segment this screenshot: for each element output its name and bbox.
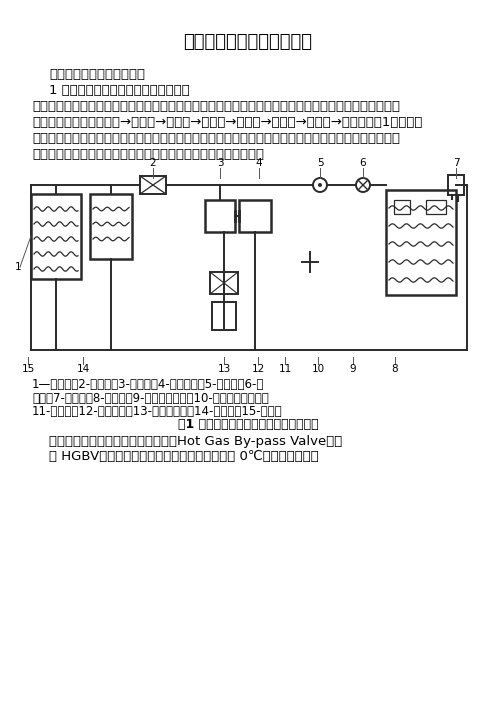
- Text: 2: 2: [150, 158, 156, 168]
- Bar: [426, 200, 446, 214]
- Text: 胀阀；7-蓄电池；8-恒温器；9-外平衡管接口；10-波纹管式恒温器；: 胀阀；7-蓄电池；8-恒温器；9-外平衡管接口；10-波纹管式恒温器；: [32, 392, 269, 404]
- Bar: [386, 190, 456, 295]
- Bar: [212, 302, 236, 330]
- Text: 11-蒸发器；12-外平衡管；13-热气旁通阀；14-储液器；15-冷凝器: 11-蒸发器；12-外平衡管；13-热气旁通阀；14-储液器；15-冷凝器: [32, 405, 283, 418]
- Text: 14: 14: [76, 364, 90, 374]
- Bar: [239, 200, 271, 232]
- Circle shape: [313, 178, 327, 192]
- Text: 8: 8: [392, 364, 398, 374]
- Circle shape: [356, 178, 370, 192]
- Bar: [394, 200, 410, 214]
- Bar: [210, 272, 238, 294]
- Text: 9: 9: [350, 364, 356, 374]
- Text: 在热气旁通阀控制式独立空调制冷系统中，制冷剂的循环和在一般空调中制冷剂的循环基本相同，即: 在热气旁通阀控制式独立空调制冷系统中，制冷剂的循环和在一般空调中制冷剂的循环基本…: [32, 100, 400, 113]
- Text: 13: 13: [217, 364, 231, 374]
- Text: 11: 11: [278, 364, 292, 374]
- Text: 5: 5: [316, 158, 323, 168]
- Text: 6: 6: [360, 158, 367, 168]
- Text: 两种大型客车空调制冷系统: 两种大型客车空调制冷系统: [184, 33, 312, 51]
- Text: 10: 10: [311, 364, 324, 374]
- Bar: [31, 194, 81, 279]
- Text: 1 热气旁通阀控制式独立空调制冷系统: 1 热气旁通阀控制式独立空调制冷系统: [49, 84, 190, 97]
- Text: 大，所以一般在冷凝器后还设置有过冷器，以进一步冷却制冷剂。: 大，所以一般在冷凝器后还设置有过冷器，以进一步冷却制冷剂。: [32, 148, 264, 161]
- Text: 图1 热气旁通阀控制式独立空调制冷系统: 图1 热气旁通阀控制式独立空调制冷系统: [178, 418, 318, 432]
- Text: 在空调制冷系统中设有热气旁通阀（Hot Gas By-pass Valve，简: 在空调制冷系统中设有热气旁通阀（Hot Gas By-pass Valve，简: [49, 435, 342, 447]
- Bar: [205, 200, 235, 232]
- Bar: [140, 176, 166, 194]
- Circle shape: [318, 183, 322, 187]
- Text: 12: 12: [251, 364, 265, 374]
- Text: 7: 7: [453, 158, 459, 168]
- Text: 制冷剂的循环为：压缩机→冷凝器→储液器→过冷器→干燥器→膨胀阀→蒸发器→压缩机（图1）。压缩: 制冷剂的循环为：压缩机→冷凝器→储液器→过冷器→干燥器→膨胀阀→蒸发器→压缩机（…: [32, 116, 423, 129]
- Text: 1—过冷器；2-干燥器；3-压缩机；4-副发动机；5-视液镜；6-膨: 1—过冷器；2-干燥器；3-压缩机；4-副发动机；5-视液镜；6-膨: [32, 378, 264, 391]
- Text: 4: 4: [255, 158, 262, 168]
- Text: 1: 1: [15, 262, 21, 272]
- Text: 机曲轴通过联轴器与副发动机（辅助发动机）的飞轮直接连接，由副发动机驱动。由于大客车空调制冷量: 机曲轴通过联轴器与副发动机（辅助发动机）的飞轮直接连接，由副发动机驱动。由于大客…: [32, 132, 400, 145]
- Text: 两种大型客车空调制冷系统: 两种大型客车空调制冷系统: [49, 68, 145, 81]
- Bar: [448, 175, 464, 195]
- Text: 3: 3: [217, 158, 223, 168]
- Bar: [90, 194, 132, 259]
- Text: 称 HGBV），其功用是：当蒸发器表面温度降到 0℃时，将从冷凝器: 称 HGBV），其功用是：当蒸发器表面温度降到 0℃时，将从冷凝器: [49, 451, 319, 463]
- Text: 15: 15: [21, 364, 35, 374]
